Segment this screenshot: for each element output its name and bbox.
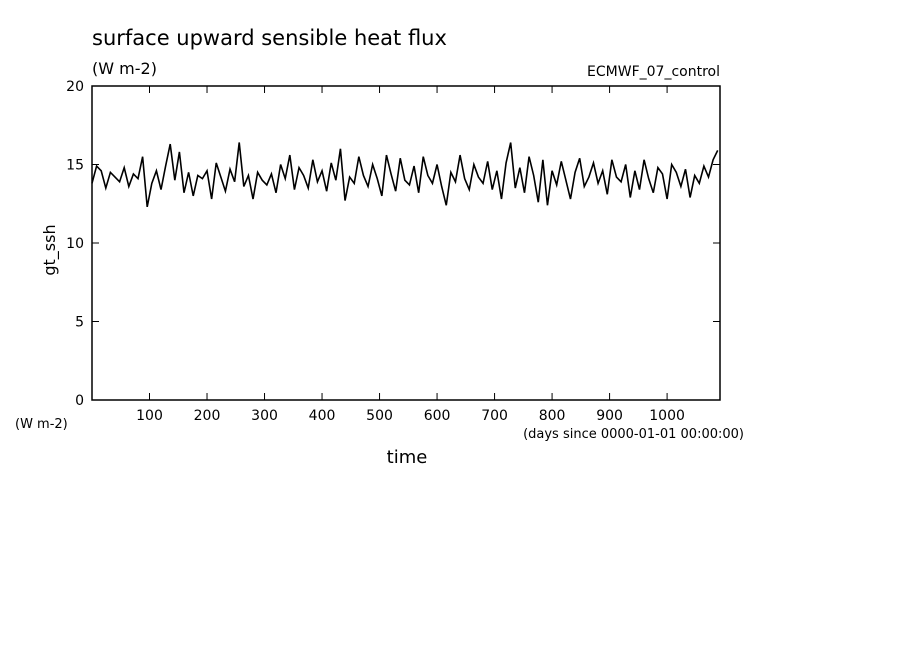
y-axis-unit: (W m-2) (15, 417, 68, 432)
data-line (91, 142, 719, 208)
plot-frame (91, 85, 721, 401)
x-tick-label: 400 (309, 408, 336, 424)
chart-subtitle: (W m-2) (92, 59, 157, 78)
y-tick-label: 20 (66, 79, 84, 95)
x-axis-label: time (387, 447, 428, 468)
x-tick-label: 500 (366, 408, 393, 424)
y-tick-label: 0 (75, 393, 84, 409)
x-axis-unit: (days since 0000-01-01 00:00:00) (523, 427, 744, 442)
x-tick-label: 900 (596, 408, 623, 424)
y-tick-label: 10 (66, 236, 84, 252)
x-tick-label: 1000 (649, 408, 685, 424)
y-axis-label: gt_ssh (40, 224, 60, 275)
x-tick-label: 800 (539, 408, 566, 424)
x-tick-label: 300 (251, 408, 278, 424)
x-tick-label: 100 (136, 408, 163, 424)
x-tick-label: 600 (424, 408, 451, 424)
y-tick-label: 5 (75, 315, 84, 331)
x-tick-label: 700 (481, 408, 508, 424)
chart-title: surface upward sensible heat flux (92, 26, 447, 50)
x-tick-label: 200 (194, 408, 221, 424)
y-tick-label: 15 (66, 158, 84, 174)
annotation: ECMWF_07_control (587, 64, 720, 80)
